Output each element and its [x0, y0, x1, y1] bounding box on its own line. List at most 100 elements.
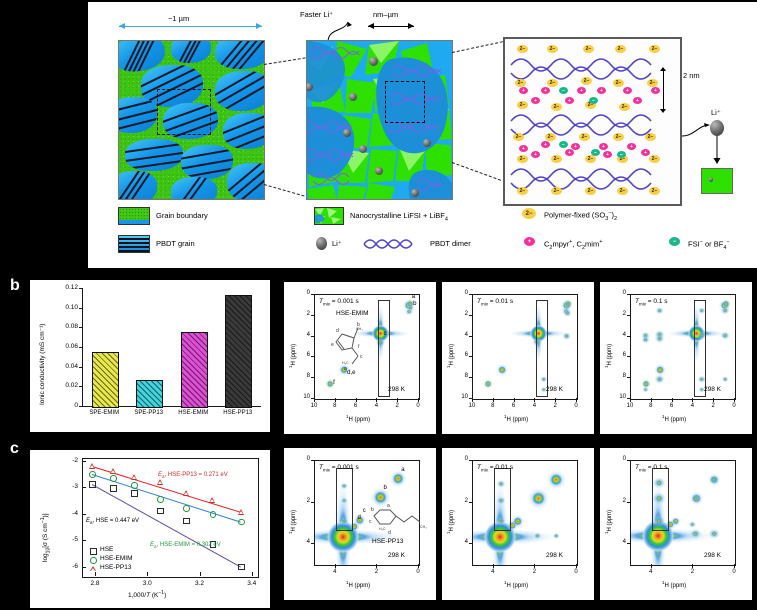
bar-chart-ytick: [79, 327, 82, 329]
nmr-emim-001-plot-area[interactable]: [472, 294, 578, 400]
nmr-pp13-0001-sample-label: HSE-PP13: [372, 538, 404, 545]
nmr-pp13-01-tick-label: 4: [649, 569, 653, 575]
bar-hse-pp13[interactable]: [225, 295, 253, 408]
bar-chart-xtick-label: HSE-EMIM: [178, 410, 209, 416]
nmr-pp13-0001-peak-label-d: d: [357, 514, 361, 521]
nmr-pp13-0001-tick-label: 0: [306, 456, 310, 462]
nmr-emim-0001-tick-label: 4: [306, 331, 310, 338]
nmr-pp13-001-temperature-label: 298 K: [546, 552, 563, 559]
bar-chart-ytick-label: 0.06: [65, 343, 78, 350]
data-point-hse: [183, 517, 191, 525]
nmr-pp13-0001-plot-area[interactable]: [314, 460, 420, 566]
zoom-connector-1: [263, 57, 306, 65]
data-point-hse-emim: [209, 511, 217, 519]
nmr-emim-0001-plot-area[interactable]: [314, 294, 420, 400]
nmr-emim-01-tick-label: 8: [649, 403, 653, 409]
nmr-emim-0001-peak-label-c: c: [383, 330, 387, 337]
nmr-pp13-001-tick: [576, 564, 577, 568]
nmr-emim-01-tick: [626, 335, 630, 337]
nmr-pp13-001-tick-label: 4: [464, 539, 468, 546]
nmr-emim-001-tick: [534, 398, 536, 402]
nmr-emim-001-tick-label: 2: [553, 403, 557, 409]
nmr-emim-01-tick-label: 6: [669, 403, 674, 409]
svg-text:f: f: [358, 344, 360, 350]
nmr-pp13-01: 4 2 0 0 2 4 1H (ppm) 1H (ppm) Tmix = 0.1 s 298 K: [600, 448, 752, 600]
nmr-pp13-0001-tick: [418, 564, 419, 568]
nmr-pp13-01-tick-label: 0: [622, 456, 626, 462]
nmr-pp13-0001-xlabel: 1H (ppm): [346, 580, 371, 589]
nmr-pp13-01-tick-label: 4: [622, 539, 626, 546]
nmr-emim-001-tick-label: 2: [464, 310, 468, 317]
arrhenius-xtick: [147, 572, 149, 576]
data-point-hse-emim: [131, 482, 138, 489]
bar-chart-ytick: [79, 288, 82, 289]
nmr-emim-01-tick: [692, 398, 694, 402]
svg-text:d: d: [388, 530, 391, 536]
nmr-emim-001-tick-label: 4: [532, 403, 537, 409]
legend-label-hse-pp13: HSE-PP13: [100, 564, 132, 571]
nmr-emim-01-tick-label: 4: [690, 403, 695, 409]
data-point-hse-emim: [110, 475, 117, 482]
nmr-emim-001-tick: [468, 314, 472, 316]
arrhenius-ytick: [82, 540, 86, 542]
nmr-pp13-0001-tick: [310, 543, 314, 545]
nmr-pp13-0001-peak-label-a: a: [401, 466, 405, 473]
nmr-emim-0001-tick-label: 8: [306, 373, 310, 380]
nmr-emim-0001-ylabel: 1H (ppm): [288, 343, 297, 368]
arrhenius-xtick: [199, 572, 201, 576]
nmr-pp13-001-plot-area[interactable]: [472, 460, 578, 566]
data-point-hse: [157, 507, 164, 515]
nmr-emim-01-tick-label: 8: [622, 373, 626, 380]
arrhenius-ytick: [82, 460, 86, 462]
nmr-emim-0001-tick-label: 6: [306, 352, 310, 359]
legend-marker-triangle-icon: [90, 566, 96, 571]
annotation-ea-hse: Ea, HSE = 0.447 eV: [86, 518, 140, 526]
nmr-emim-0001-xlabel: 1H (ppm): [346, 414, 371, 423]
bar-spe-pp13[interactable]: [136, 379, 164, 408]
nmr-emim-0001-peak-label-f: f: [333, 380, 335, 387]
nmr-pp13-01-plot-area[interactable]: [630, 460, 736, 566]
legend-label-pbdt-dimer: PBDT dimer: [430, 239, 471, 248]
legend-label-hse-emim: HSE-EMIM: [100, 555, 133, 562]
nmr-emim-01-contours: [640, 299, 731, 393]
li-ion-label: Li⁺: [711, 108, 721, 117]
svg-text:H₃C: H₃C: [342, 361, 349, 365]
legend-label-cations: C2mpyr+, C2mim+: [544, 239, 603, 251]
nmr-emim-0001-tick-label: 10: [303, 394, 310, 400]
data-point-hse: [131, 490, 138, 497]
svg-text:CH₃: CH₃: [420, 525, 427, 529]
legend-label-anions: FSI− or BF4−: [688, 239, 730, 251]
nmr-pp13-01-tmix-label: Tmix = 0.1 s: [635, 464, 668, 473]
bar-chart-ytick: [79, 347, 82, 348]
nmr-emim-0001-tick: [376, 398, 378, 402]
molecular-scale-diagram: 2− 2− 2− 2− 2− 2− 2− 2− 2− 2− 2− 2− 2− 2…: [503, 37, 682, 206]
arrhenius-xtick: [251, 572, 253, 576]
nmr-pp13-0001-tick-label: 0: [416, 569, 420, 575]
nmr-emim-0001-tick: [418, 398, 419, 402]
nmr-emim-0001-peak-label-a: a: [411, 294, 415, 301]
nmr-emim-001-tick: [468, 377, 472, 379]
bar-chart-ytick-label: 0: [74, 402, 78, 409]
data-point-hse-pp13: [89, 463, 96, 470]
nmr-emim-001-tick: [468, 335, 472, 337]
nmr-pp13-0001-ylabel: 1H (ppm): [288, 509, 297, 534]
nmr-emim-01-tick: [626, 398, 630, 399]
bar-spe-emim[interactable]: [91, 352, 119, 408]
nmr-pp13-01-tick: [626, 501, 630, 503]
nmr-emim-01-tick-label: 2: [622, 310, 626, 317]
nmr-emim-01-selection-box: [694, 299, 707, 397]
nmr-pp13-01-contours: [631, 473, 721, 565]
nmr-emim-0001-tick-label: 0: [306, 290, 310, 296]
bar-chart-ytick-label: 0.10: [65, 303, 78, 311]
nmr-emim-01-plot-area[interactable]: [630, 294, 736, 400]
nmr-emim-01-tick-label: 10: [619, 394, 626, 400]
nmr-emim-01-tmix-label: Tmix = 0.1 s: [635, 298, 668, 307]
nmr-emim-0001-peak-label-de: d,e: [347, 370, 356, 377]
nmr-emim-0001-tick: [310, 356, 314, 358]
nmr-emim-001-tick-label: 6: [464, 352, 468, 359]
bar-hse-emim[interactable]: [180, 331, 208, 408]
legend-swatch-grain-boundary: [118, 207, 150, 225]
faster-li-label: Faster Li⁺: [300, 10, 334, 19]
